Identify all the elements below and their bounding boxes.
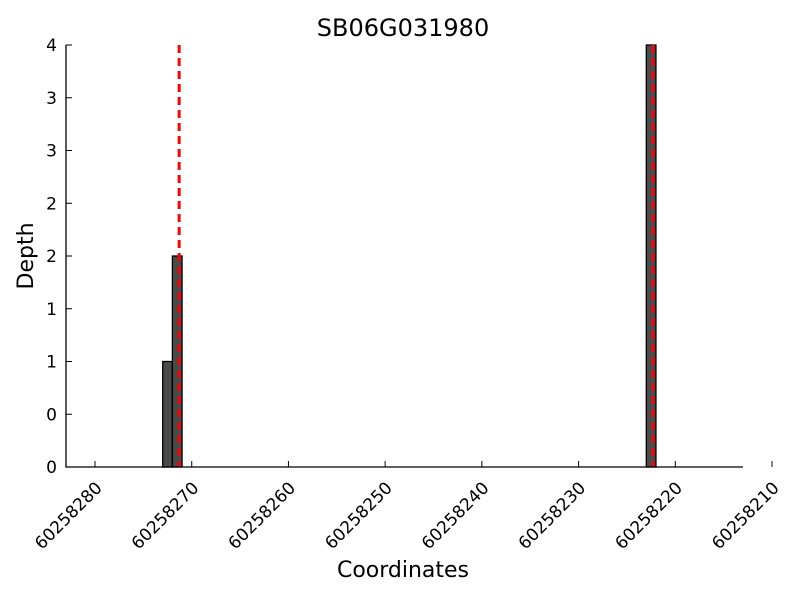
y-tick-label: 2 xyxy=(46,194,57,214)
y-axis-label: Depth xyxy=(14,222,39,289)
x-tick-label: 60258240 xyxy=(418,478,493,553)
y-tick-label: 0 xyxy=(46,458,57,478)
depth-bar xyxy=(162,360,174,468)
y-tick-label: 0 xyxy=(46,405,57,425)
x-tick-label: 60258230 xyxy=(515,478,590,553)
x-axis-label: Coordinates xyxy=(337,558,469,583)
y-tick-label: 4 xyxy=(46,36,57,56)
x-tick-label: 60258220 xyxy=(612,478,687,553)
x-tick-label: 60258270 xyxy=(128,478,203,553)
y-tick-label: 1 xyxy=(46,300,57,320)
y-tick-label: 2 xyxy=(46,247,57,267)
y-tick-label: 3 xyxy=(46,142,57,162)
y-tick-label: 1 xyxy=(46,353,57,373)
chart-title: SB06G031980 xyxy=(317,14,489,42)
x-tick-label: 60258260 xyxy=(225,478,300,553)
x-tick-label: 60258280 xyxy=(31,478,106,553)
x-tick-label: 60258250 xyxy=(321,478,396,553)
x-tick-label: 60258210 xyxy=(708,478,783,553)
y-tick-label: 3 xyxy=(46,89,57,109)
